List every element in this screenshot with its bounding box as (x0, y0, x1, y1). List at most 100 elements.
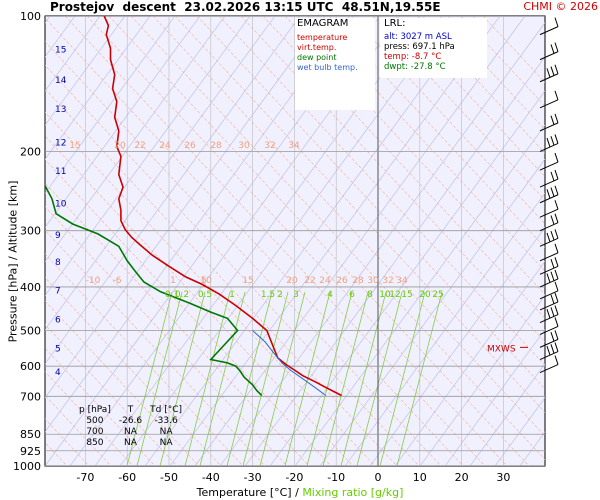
skew-grid-line (45, 16, 326, 399)
dry-adiabat-line (394, 16, 545, 178)
x-tick-label: -30 (244, 471, 262, 484)
mixing-ratio-label: 15 (401, 290, 412, 300)
dry-adiabat-line (45, 229, 266, 466)
wind-barb (539, 342, 559, 360)
wind-barb-flag (554, 355, 559, 365)
wind-barb-flag (554, 113, 559, 124)
series-layer (45, 16, 342, 397)
mixing-ratio-line (356, 291, 403, 466)
wind-barb (539, 200, 559, 218)
dry-adiabat-label: 26 (184, 141, 196, 151)
dry-adiabat-line (130, 16, 545, 461)
dry-adiabat-label: 5 (201, 276, 207, 286)
skew-grid-line (45, 16, 226, 262)
x-tick-label: -70 (76, 471, 94, 484)
wind-barb-staff (539, 265, 559, 275)
pressure-tick-label: 850 (20, 428, 41, 441)
wind-barb-flag (550, 187, 555, 197)
wind-barb-staff (539, 301, 559, 311)
dry-adiabat-line (45, 253, 244, 466)
wind-barb-staff (539, 143, 559, 152)
dry-adiabat-line (45, 206, 288, 466)
dry-adiabat-line (45, 324, 178, 466)
wind-barb-flag (546, 189, 551, 199)
altitude-tick-label: 5 (55, 344, 61, 354)
dry-adiabat-line (45, 300, 200, 466)
x-tick-label: -40 (202, 471, 220, 484)
wind-barb-flag (554, 185, 559, 195)
wind-barb-flag (550, 307, 555, 317)
mixing-ratio-line (126, 291, 173, 466)
wind-barb (539, 355, 559, 374)
wind-barb (539, 113, 559, 132)
x-tick-label: -10 (327, 471, 345, 484)
skew-grid-line (119, 16, 451, 466)
wind-barb (539, 243, 559, 262)
wind-barb (539, 317, 559, 335)
wind-barb-flag (554, 152, 559, 163)
altitude-tick-label: 7 (55, 286, 61, 296)
pressure-tick-label: 100 (20, 10, 41, 23)
dry-adiabat-label: 30 (238, 141, 250, 151)
wind-barb-staff (539, 178, 559, 188)
mixing-ratio-label: 25 (432, 290, 443, 300)
wind-barb-flag (554, 243, 559, 253)
lrl-temp: temp: -8.7 °C (384, 52, 442, 62)
altitude-tick-label: 14 (55, 76, 67, 86)
dry-adiabat-label: 28 (352, 276, 364, 286)
mixing-ratio-line (159, 291, 206, 466)
dry-adiabat-label: 24 (159, 141, 171, 151)
dry-adiabat-label: 15 (242, 276, 253, 286)
lrl-dwpt: dwpt: -27.8 °C (384, 62, 446, 72)
dry-adiabat-label: -6 (113, 276, 122, 286)
wind-barb-flag (546, 137, 551, 148)
wind-barb-flag (554, 317, 559, 327)
dry-adiabat-line (45, 41, 442, 466)
legend-item-temperature: temperature (297, 33, 348, 42)
lrl-title: LRL: (384, 18, 406, 29)
wind-barb (539, 269, 559, 288)
pressure-tick-label: 600 (20, 360, 41, 373)
x-tick-label: -60 (118, 471, 136, 484)
x-tick-label: 30 (496, 471, 510, 484)
wind-barb-flag (554, 330, 559, 340)
wind-barb-flag (554, 305, 559, 315)
dry-adiabat-label: 26 (336, 276, 348, 286)
dry-adiabat-line (45, 159, 332, 466)
dry-adiabat-label: 10 (200, 276, 212, 286)
wind-barb-staff (539, 278, 559, 288)
skew-grid-line (419, 295, 545, 466)
wind-barb-flag (554, 169, 559, 180)
wind-barb-flag (554, 134, 559, 144)
table-header-row: p [hPa] T Td [°C] (75, 405, 186, 416)
dry-adiabat-line (438, 16, 545, 131)
dry-adiabat-line (86, 16, 508, 466)
wind-barb-flag (546, 309, 551, 319)
altitude-tick-label: 6 (55, 315, 61, 325)
wind-barb-flag (550, 344, 555, 354)
wind-barb-flag (554, 281, 559, 291)
mixing-ratio-label: 3 (293, 290, 299, 300)
lrl-alt: alt: 3027 m ASL (384, 32, 452, 42)
sounding-kind: descent (122, 0, 176, 14)
wind-barb-flag (550, 230, 555, 241)
wind-barb (539, 152, 559, 171)
x-tick-label: 10 (413, 471, 427, 484)
wind-barb (539, 64, 559, 83)
mixing-ratio-line (242, 291, 289, 466)
wind-barb-staff (539, 161, 559, 171)
skew-grid-line (194, 16, 526, 466)
wind-barb (539, 229, 559, 247)
skew-grid-line (344, 192, 545, 466)
dry-adiabat-line (45, 135, 354, 466)
wind-barb-staff (539, 73, 559, 83)
altitude-tick-label: 8 (55, 258, 61, 268)
wind-barb-flag (554, 17, 559, 27)
wind-barb (539, 305, 559, 324)
wind-barb (539, 90, 559, 109)
dry-adiabat-line (416, 16, 545, 154)
wind-barb-flag (550, 115, 555, 125)
dry-adiabat-line (174, 16, 545, 413)
altitude-tick-label: 9 (55, 231, 61, 241)
skew-grid-line (45, 16, 151, 160)
